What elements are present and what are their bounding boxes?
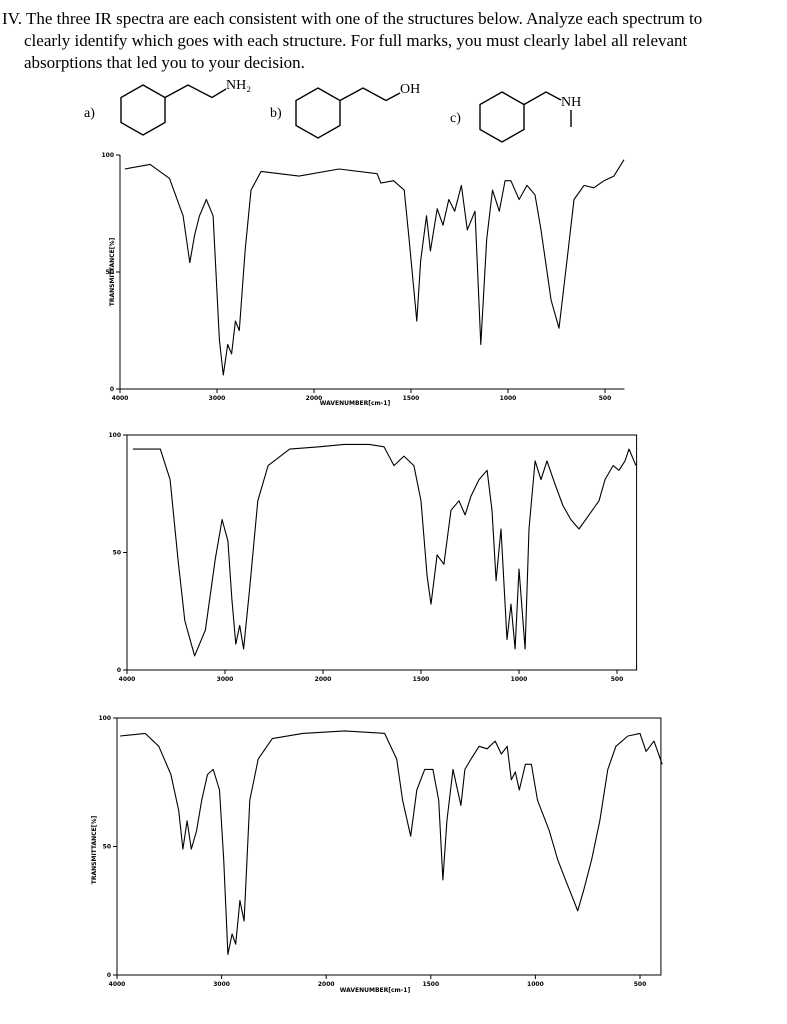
y-tick-label: 50: [113, 550, 121, 557]
x-tick-label: 500: [634, 981, 647, 988]
y-tick-label: 100: [98, 715, 111, 722]
x-tick-label: 4000: [109, 981, 126, 988]
x-tick-label: 1500: [413, 676, 430, 683]
x-tick-label: 4000: [112, 395, 129, 402]
y-axis-label: TRANSMITTANCE[%]: [109, 238, 116, 307]
y-tick-label: 50: [103, 844, 111, 851]
y-tick-label: 100: [108, 432, 121, 439]
chain: [164, 84, 227, 99]
structure-label: c): [450, 111, 461, 126]
spectrum-line: [120, 730, 663, 955]
y-tick-label: 100: [101, 152, 114, 159]
x-axis-label: WAVENUMBER[cm-1]: [320, 400, 391, 407]
x-tick-label: 500: [599, 395, 612, 402]
x-tick-label: 2000: [315, 676, 332, 683]
x-tick-label: 3000: [213, 981, 230, 988]
y-tick-label: 0: [117, 667, 121, 674]
y-tick-label: 50: [106, 269, 114, 276]
chain: [523, 91, 562, 106]
y-tick-label: 0: [107, 972, 111, 979]
x-tick-label: 500: [611, 676, 624, 683]
x-tick-label: 3000: [217, 676, 234, 683]
y-tick-label: 0: [110, 386, 114, 393]
question-line: absorptions that led you to your decisio…: [24, 53, 305, 72]
functional-group: NH: [561, 95, 581, 110]
x-tick-label: 1000: [511, 676, 528, 683]
y-axis-label: TRANSMITTANCE[%]: [91, 816, 98, 885]
question-line: clearly identify which goes with each st…: [24, 31, 688, 50]
x-tick-label: 1500: [403, 395, 420, 402]
functional-group: NH₂: [226, 78, 251, 93]
ring: [479, 91, 525, 143]
spectrum-line: [132, 443, 637, 657]
x-tick-label: 1000: [527, 981, 544, 988]
x-tick-label: 3000: [209, 395, 226, 402]
structure-label: a): [84, 106, 95, 121]
x-tick-label: 4000: [119, 676, 136, 683]
plot-frame: [116, 717, 662, 976]
ring: [295, 87, 341, 139]
x-tick-label: 1000: [500, 395, 517, 402]
spectrum-line: [124, 159, 625, 376]
chain: [339, 87, 401, 102]
structure-label: b): [270, 106, 282, 121]
x-tick-label: 1500: [422, 981, 439, 988]
x-tick-label: 2000: [318, 981, 335, 988]
ring: [120, 84, 166, 136]
x-axis-label: WAVENUMBER[cm-1]: [340, 987, 411, 994]
x-tick-label: 2000: [306, 395, 323, 402]
question-line: IV. The three IR spectra are each consis…: [2, 9, 702, 28]
functional-group: OH: [400, 82, 420, 97]
